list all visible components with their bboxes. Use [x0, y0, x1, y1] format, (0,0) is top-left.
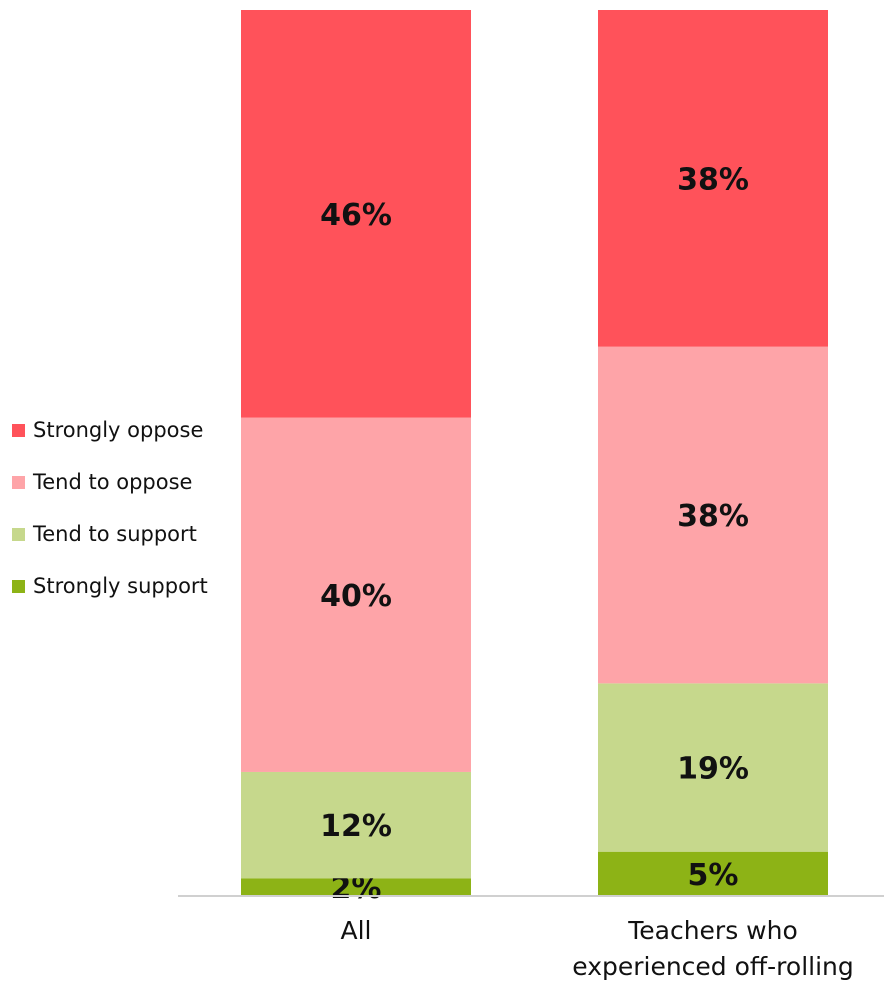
- legend-item: Strongly oppose: [12, 404, 208, 456]
- legend-label: Tend to oppose: [33, 470, 193, 494]
- legend-item: Tend to oppose: [12, 456, 208, 508]
- bar-segment: [598, 346, 828, 684]
- legend: Strongly oppose Tend to oppose Tend to sup…: [12, 404, 208, 612]
- bar-segment: [598, 851, 828, 896]
- category-label: All: [341, 916, 372, 945]
- bar-segment: [241, 878, 471, 896]
- legend-swatch: [12, 527, 25, 541]
- legend-item: Tend to support: [12, 508, 208, 560]
- data-label: 19%: [677, 752, 749, 787]
- legend-label: Strongly oppose: [33, 418, 204, 442]
- data-label: 38%: [677, 499, 749, 534]
- data-label: 40%: [320, 579, 392, 614]
- legend-swatch: [12, 579, 25, 593]
- data-label: 38%: [677, 162, 749, 197]
- category-label: Teachers who: [627, 916, 798, 945]
- category-label: experienced off-rolling: [572, 952, 854, 981]
- data-label: 46%: [320, 198, 392, 233]
- data-label: 5%: [688, 858, 739, 893]
- legend-item: Strongly support: [12, 560, 208, 612]
- legend-label: Strongly support: [33, 574, 208, 598]
- legend-label: Tend to support: [33, 522, 197, 546]
- bar-segment: [598, 683, 828, 852]
- data-label: 12%: [320, 809, 392, 844]
- bar-segment: [241, 417, 471, 772]
- bar-segment: [241, 771, 471, 879]
- legend-swatch: [12, 423, 25, 437]
- bar-segment: [598, 10, 828, 347]
- bar-segment: [241, 10, 471, 418]
- legend-swatch: [12, 475, 25, 489]
